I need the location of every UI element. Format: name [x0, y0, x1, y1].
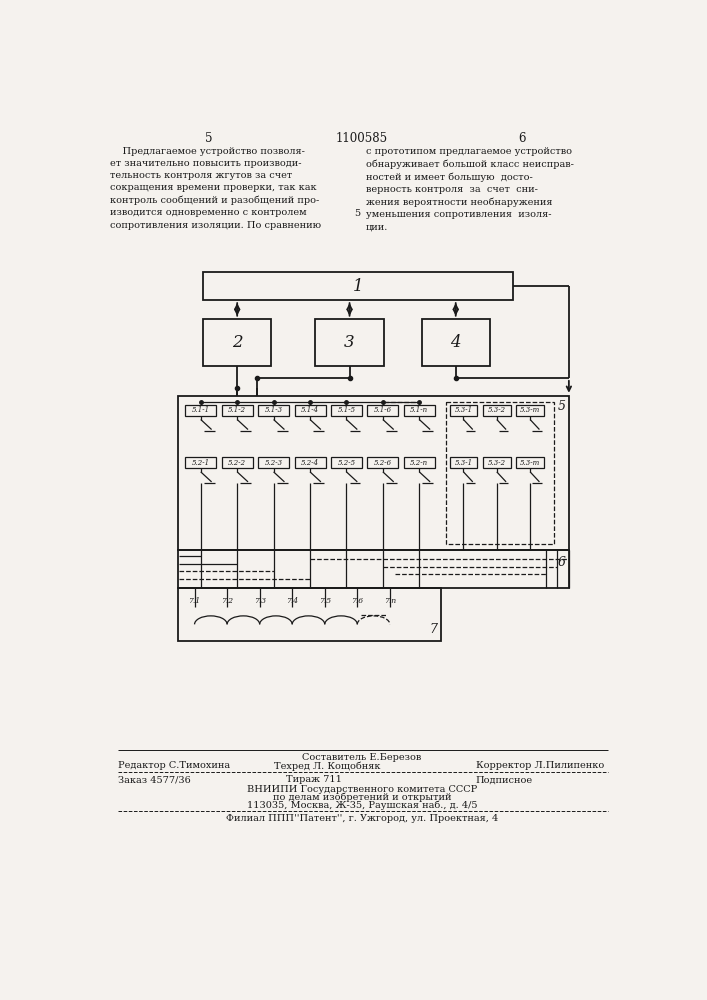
Text: Тираж 711: Тираж 711 [286, 775, 342, 784]
Bar [203, 272, 513, 300]
Text: 5.1-4: 5.1-4 [301, 406, 319, 414]
Bar [331, 405, 362, 416]
Bar [450, 457, 477, 468]
Bar [450, 405, 477, 416]
Text: 5.3-2: 5.3-2 [488, 406, 506, 414]
Bar [445, 402, 554, 543]
Text: 7.6: 7.6 [351, 597, 363, 605]
Bar [258, 457, 289, 468]
Text: 5.2-3: 5.2-3 [264, 459, 283, 467]
Bar [295, 405, 325, 416]
Bar [177, 588, 441, 641]
Bar [516, 405, 544, 416]
Bar [295, 457, 325, 468]
Text: 7.1: 7.1 [189, 597, 201, 605]
Text: 113035, Москва, Ж-35, Раушская наб., д. 4/5: 113035, Москва, Ж-35, Раушская наб., д. … [247, 801, 477, 810]
Text: ВНИИПИ Государственного комитета СССР: ВНИИПИ Государственного комитета СССР [247, 785, 477, 794]
Bar [404, 405, 435, 416]
Text: 5: 5 [558, 400, 566, 413]
Bar [368, 457, 398, 468]
Text: 7.n: 7.n [384, 597, 396, 605]
Bar [222, 457, 252, 468]
Bar [404, 457, 435, 468]
Text: Заказ 4577/36: Заказ 4577/36 [118, 775, 191, 784]
Text: 5.1-3: 5.1-3 [264, 406, 283, 414]
Text: Корректор Л.Пилипенко: Корректор Л.Пилипенко [476, 761, 604, 770]
Text: 5.3-m: 5.3-m [520, 406, 540, 414]
Text: 6: 6 [558, 556, 566, 569]
Text: 5: 5 [354, 209, 361, 218]
Text: 5: 5 [205, 132, 212, 145]
Text: 3: 3 [344, 334, 355, 351]
Text: 1: 1 [353, 278, 363, 295]
Text: 7.4: 7.4 [286, 597, 298, 605]
Text: Редактор С.Тимохина: Редактор С.Тимохина [118, 761, 230, 770]
Text: 5.1-6: 5.1-6 [374, 406, 392, 414]
Text: по делам изобретений и открытий: по делам изобретений и открытий [273, 793, 451, 802]
Text: 7: 7 [430, 623, 438, 636]
Bar [258, 405, 289, 416]
Text: с прототипом предлагаемое устройство
обнаруживает большой класс неисправ-
ностей: с прототипом предлагаемое устройство обн… [366, 147, 573, 231]
Bar [185, 405, 216, 416]
Text: 6: 6 [519, 132, 526, 145]
Text: 5.1-2: 5.1-2 [228, 406, 246, 414]
Bar [185, 457, 216, 468]
Text: 4: 4 [450, 334, 461, 351]
Text: 2: 2 [232, 334, 243, 351]
Text: 7.2: 7.2 [221, 597, 233, 605]
Text: 5.2-n: 5.2-n [410, 459, 428, 467]
Text: Подписное: Подписное [476, 775, 533, 784]
Text: 7.5: 7.5 [319, 597, 331, 605]
Bar [483, 405, 510, 416]
Text: Филиал ППП''Патент'', г. Ужгород, ул. Проектная, 4: Филиал ППП''Патент'', г. Ужгород, ул. Пр… [226, 814, 498, 823]
Bar [421, 319, 490, 366]
Bar [222, 405, 252, 416]
Text: Техред Л. Кощобняк: Техред Л. Кощобняк [274, 761, 381, 771]
Text: Предлагаемое устройство позволя-
ет значительно повысить производи-
тельность ко: Предлагаемое устройство позволя- ет знач… [110, 147, 321, 230]
Text: 5.2-1: 5.2-1 [192, 459, 210, 467]
Text: 5.3-m: 5.3-m [520, 459, 540, 467]
Bar [368, 405, 398, 416]
Text: 5.3-1: 5.3-1 [455, 406, 472, 414]
Text: 5.2-4: 5.2-4 [301, 459, 319, 467]
Bar [315, 319, 384, 366]
Bar [483, 457, 510, 468]
Text: 5.1-n: 5.1-n [410, 406, 428, 414]
Text: 7.3: 7.3 [254, 597, 266, 605]
Text: 1100585: 1100585 [336, 132, 388, 145]
Text: 5.2-2: 5.2-2 [228, 459, 246, 467]
Bar [516, 457, 544, 468]
Text: 5.2-5: 5.2-5 [337, 459, 356, 467]
Text: 5.1-1: 5.1-1 [192, 406, 210, 414]
Text: 5.3-2: 5.3-2 [488, 459, 506, 467]
Text: 5.3-1: 5.3-1 [455, 459, 472, 467]
Bar [203, 319, 271, 366]
Bar [177, 396, 569, 550]
Bar [177, 550, 569, 588]
Bar [331, 457, 362, 468]
Text: 5.1-5: 5.1-5 [337, 406, 356, 414]
Text: 5.2-6: 5.2-6 [374, 459, 392, 467]
Text: Составитель Е.Березов: Составитель Е.Березов [303, 753, 421, 762]
